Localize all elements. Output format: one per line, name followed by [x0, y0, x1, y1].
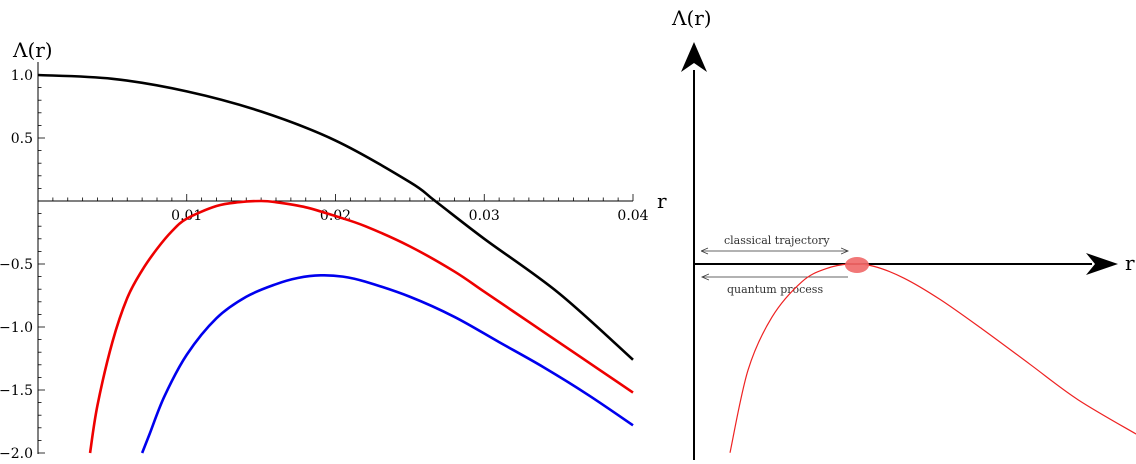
y-tick-label: 0.5 [11, 131, 33, 147]
right-chart: Λ(r) r classical trajectory quantum proc… [671, 6, 1136, 460]
left-tick-labels: 0.01 0.02 0.03 0.041.00.5−0.5−1.0−1.5−2.0 [0, 68, 649, 462]
right-x-arrowhead-icon [1086, 253, 1118, 275]
left-series [37, 73, 634, 454]
right-y-arrowhead-icon [681, 42, 707, 72]
y-tick-label: 1.0 [11, 68, 33, 84]
left-xlabel: r [657, 189, 667, 213]
x-tick-label: 0.03 [469, 208, 500, 224]
left-ticks [38, 74, 634, 454]
x-tick-label: 0.04 [617, 208, 648, 224]
y-tick-label: −0.5 [0, 257, 33, 273]
y-tick-label: −2.0 [0, 446, 33, 462]
left-chart: 0.01 0.02 0.03 0.041.00.5−0.5−1.0−1.5−2.0 Λ… [0, 38, 667, 462]
red-curve [88, 199, 634, 454]
y-tick-label: −1.0 [0, 320, 33, 336]
black-curve [37, 73, 634, 361]
right-xlabel: r [1125, 251, 1135, 275]
right-ylabel: Λ(r) [671, 6, 712, 30]
left-axes [37, 62, 633, 454]
quantum-process-label: quantum process [727, 283, 823, 296]
potential-curve [729, 263, 1136, 453]
x-tick-label: 0.01 [171, 208, 202, 224]
right-series [729, 263, 1136, 453]
y-tick-label: −1.5 [0, 383, 33, 399]
blue-curve [140, 273, 634, 454]
left-ylabel: Λ(r) [12, 38, 53, 62]
classical-trajectory-label: classical trajectory [724, 234, 830, 247]
tunneling-point-highlight [845, 257, 869, 273]
